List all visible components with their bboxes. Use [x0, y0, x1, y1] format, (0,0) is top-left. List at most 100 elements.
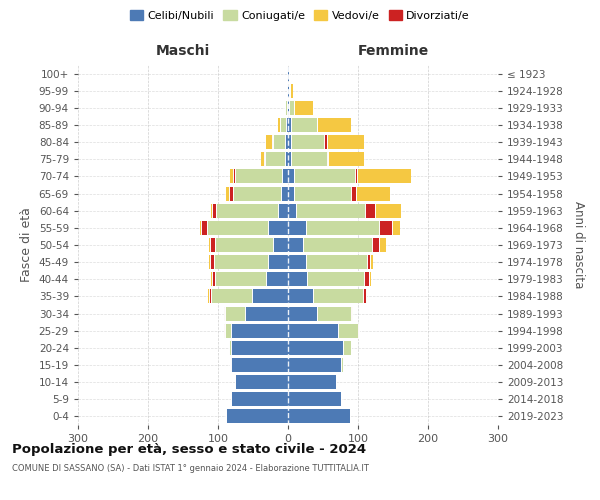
Bar — [327, 135, 364, 149]
Bar — [288, 306, 317, 320]
Bar — [210, 238, 215, 252]
Bar — [266, 272, 288, 286]
Bar — [356, 170, 411, 183]
Bar — [263, 152, 265, 166]
Bar — [211, 204, 212, 218]
Bar — [363, 290, 366, 304]
Bar — [338, 324, 358, 338]
Bar — [296, 204, 365, 218]
Bar — [209, 290, 211, 304]
Bar — [265, 152, 284, 166]
Bar — [293, 170, 355, 183]
Bar — [288, 375, 335, 389]
Bar — [284, 152, 288, 166]
Bar — [288, 272, 307, 286]
Bar — [304, 238, 372, 252]
Bar — [291, 152, 327, 166]
Bar — [216, 204, 277, 218]
Bar — [229, 186, 233, 200]
Bar — [288, 170, 293, 183]
Bar — [288, 238, 304, 252]
Bar — [364, 272, 368, 286]
Text: Maschi: Maschi — [156, 44, 210, 58]
Bar — [288, 358, 341, 372]
Bar — [266, 135, 272, 149]
Bar — [260, 152, 263, 166]
Bar — [287, 84, 288, 98]
Bar — [268, 221, 288, 235]
Bar — [288, 290, 313, 304]
Bar — [317, 306, 351, 320]
Bar — [285, 135, 288, 149]
Bar — [288, 118, 291, 132]
Bar — [379, 221, 392, 235]
Bar — [293, 186, 351, 200]
Bar — [351, 306, 352, 320]
Bar — [328, 152, 364, 166]
Bar — [352, 306, 353, 320]
Bar — [230, 324, 288, 338]
Bar — [233, 170, 235, 183]
Bar — [287, 66, 288, 80]
Bar — [307, 272, 364, 286]
Bar — [251, 290, 288, 304]
Bar — [230, 341, 288, 355]
Bar — [277, 204, 288, 218]
Bar — [372, 238, 379, 252]
Bar — [288, 152, 291, 166]
Text: COMUNE DI SASSANO (SA) - Dati ISTAT 1° gennaio 2024 - Elaborazione TUTTITALIA.IT: COMUNE DI SASSANO (SA) - Dati ISTAT 1° g… — [12, 464, 369, 473]
Bar — [224, 324, 225, 338]
Bar — [268, 255, 288, 269]
Bar — [367, 255, 370, 269]
Bar — [209, 238, 210, 252]
Bar — [358, 324, 359, 338]
Bar — [277, 118, 280, 132]
Bar — [286, 118, 288, 132]
Y-axis label: Anni di nascita: Anni di nascita — [572, 202, 584, 288]
Bar — [288, 101, 289, 115]
Bar — [288, 392, 341, 406]
Bar — [224, 306, 225, 320]
Bar — [305, 255, 367, 269]
Bar — [229, 341, 230, 355]
Bar — [327, 152, 328, 166]
Y-axis label: Fasce di età: Fasce di età — [20, 208, 33, 282]
Bar — [201, 221, 207, 235]
Bar — [288, 221, 305, 235]
Bar — [288, 204, 296, 218]
Bar — [293, 101, 313, 115]
Bar — [351, 186, 356, 200]
Bar — [211, 272, 212, 286]
Bar — [235, 170, 283, 183]
Bar — [291, 135, 325, 149]
Bar — [379, 238, 386, 252]
Bar — [284, 101, 287, 115]
Bar — [313, 290, 363, 304]
Bar — [283, 170, 288, 183]
Bar — [272, 135, 285, 149]
Bar — [341, 358, 343, 372]
Legend: Celibi/Nubili, Coniugati/e, Vedovi/e, Divorziati/e: Celibi/Nubili, Coniugati/e, Vedovi/e, Di… — [125, 6, 475, 25]
Bar — [233, 186, 281, 200]
Bar — [200, 221, 201, 235]
Bar — [370, 255, 373, 269]
Bar — [281, 186, 288, 200]
Text: Popolazione per età, sesso e stato civile - 2024: Popolazione per età, sesso e stato civil… — [12, 442, 366, 456]
Bar — [343, 341, 351, 355]
Bar — [225, 324, 230, 338]
Bar — [317, 118, 351, 132]
Bar — [208, 290, 209, 304]
Bar — [207, 221, 268, 235]
Bar — [288, 341, 343, 355]
Bar — [392, 221, 400, 235]
Bar — [288, 135, 291, 149]
Bar — [230, 170, 233, 183]
Bar — [226, 410, 288, 424]
Bar — [288, 186, 293, 200]
Bar — [230, 392, 288, 406]
Bar — [287, 101, 288, 115]
Bar — [375, 204, 401, 218]
Bar — [230, 358, 288, 372]
Bar — [212, 204, 216, 218]
Bar — [288, 410, 350, 424]
